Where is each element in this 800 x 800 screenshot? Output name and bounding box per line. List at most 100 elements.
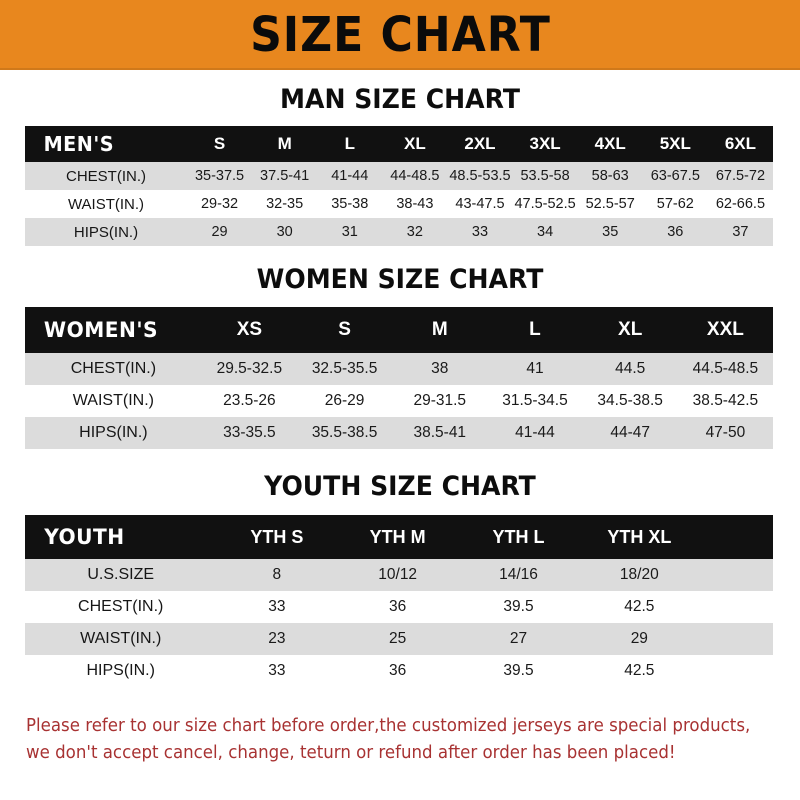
men-table-body: CHEST(IN.) 35-37.5 37.5-41 41-44 44-48.5… — [25, 162, 773, 246]
men-cell-1-5: 47.5-52.5 — [514, 196, 576, 212]
men-table-header: MEN'S S M L XL 2XL 3XL 4XL 5XL 6XL — [25, 126, 773, 162]
youth-cell-0-2: 14/16 — [499, 566, 538, 583]
youth-cell-2-3: 29 — [630, 630, 648, 647]
women-size-section: WOMEN SIZE CHART WOMEN'S XS S M L XL XXL… — [0, 264, 800, 449]
youth-col-header-1: YTH M — [369, 526, 426, 547]
youth-table-header: YOUTH YTH S YTH M YTH L YTH XL — [25, 515, 773, 559]
men-cell-1-0: 29-32 — [200, 196, 239, 212]
women-cell-0-3: 41 — [526, 360, 544, 377]
women-cell-1-0: 23.5-26 — [223, 392, 276, 409]
men-col-header-0: S — [213, 134, 226, 153]
youth-col-header-spacer — [700, 515, 773, 559]
men-cell-2-1: 30 — [276, 224, 293, 240]
men-cell-2-3: 32 — [406, 224, 423, 240]
men-cell-1-8: 62-66.5 — [715, 196, 766, 212]
men-cell-1-6: 52.5-57 — [585, 196, 635, 212]
youth-row-label-0: U.S.SIZE — [87, 566, 155, 583]
men-cell-0-2: 41-44 — [331, 168, 369, 184]
men-cell-2-0: 29 — [211, 224, 228, 240]
men-header-row: MEN'S S M L XL 2XL 3XL 4XL 5XL 6XL — [25, 126, 773, 162]
youth-cell-1-1: 36 — [389, 598, 407, 615]
women-cell-1-1: 26-29 — [324, 392, 365, 409]
women-cell-1-4: 34.5-38.5 — [597, 392, 663, 409]
men-cell-0-7: 63-67.5 — [650, 168, 700, 184]
youth-cell-2-2: 27 — [509, 630, 528, 647]
youth-col-header-2: YTH L — [492, 526, 545, 547]
table-row: U.S.SIZE 8 10/12 14/16 18/20 — [25, 559, 773, 591]
table-row: HIPS(IN.) 33 36 39.5 42.5 — [25, 655, 773, 687]
page-banner: SIZE CHART — [0, 0, 800, 70]
youth-cell-2-spacer — [700, 623, 773, 655]
men-cell-0-8: 67.5-72 — [715, 168, 766, 184]
women-cell-0-5: 44.5-48.5 — [692, 360, 759, 377]
men-cell-2-4: 33 — [471, 224, 489, 240]
youth-section-title: YOUTH SIZE CHART — [264, 471, 536, 502]
youth-cell-1-2: 39.5 — [503, 598, 534, 615]
men-col-header-2: L — [344, 134, 355, 153]
women-section-title: WOMEN SIZE CHART — [256, 264, 544, 295]
men-col-header-6: 4XL — [594, 134, 626, 153]
youth-cell-0-spacer — [700, 559, 773, 591]
table-row: CHEST(IN.) 33 36 39.5 42.5 — [25, 591, 773, 623]
women-row-label-0: CHEST(IN.) — [70, 360, 157, 377]
footer-disclaimer: Please refer to our size chart before or… — [26, 713, 751, 767]
men-col-header-4: 2XL — [464, 134, 496, 153]
youth-cell-0-3: 18/20 — [619, 566, 659, 583]
women-col-header-5: XXL — [706, 319, 744, 340]
youth-cell-3-0: 33 — [268, 662, 286, 679]
women-cell-2-0: 33-35.5 — [223, 424, 276, 441]
youth-cell-1-spacer — [700, 591, 773, 623]
men-cell-1-1: 32-35 — [266, 196, 304, 212]
youth-size-table: YOUTH YTH S YTH M YTH L YTH XL U.S.SIZE … — [25, 515, 773, 687]
youth-cell-3-1: 36 — [389, 662, 407, 679]
men-cell-2-2: 31 — [341, 224, 358, 240]
men-cell-0-5: 53.5-58 — [520, 168, 570, 184]
women-cell-2-1: 35.5-38.5 — [311, 424, 378, 441]
women-row-label-1: WAIST(IN.) — [72, 392, 154, 409]
banner-title: SIZE CHART — [249, 7, 551, 63]
footer-line-1: Please refer to our size chart before or… — [26, 716, 751, 736]
youth-cell-0-1: 10/12 — [378, 566, 418, 583]
youth-cell-1-3: 42.5 — [624, 598, 655, 615]
table-row: HIPS(IN.) 33-35.5 35.5-38.5 38.5-41 41-4… — [25, 417, 773, 449]
youth-header-row: YOUTH YTH S YTH M YTH L YTH XL — [25, 515, 773, 559]
men-col-header-5: 3XL — [529, 134, 561, 153]
youth-row-label-1: CHEST(IN.) — [78, 598, 164, 615]
women-cell-2-5: 47-50 — [705, 424, 746, 441]
youth-cell-3-2: 39.5 — [503, 662, 534, 679]
men-cell-0-0: 35-37.5 — [194, 168, 245, 184]
women-col-header-3: L — [529, 319, 541, 340]
men-cell-2-5: 34 — [537, 224, 554, 240]
men-cell-0-3: 44-48.5 — [390, 168, 440, 184]
men-cell-2-7: 36 — [667, 224, 684, 240]
women-cell-2-2: 38.5-41 — [413, 424, 467, 441]
youth-cell-3-spacer — [700, 655, 773, 687]
youth-table-body: U.S.SIZE 8 10/12 14/16 18/20 CHEST(IN.) … — [25, 559, 773, 687]
men-cell-0-6: 58-63 — [591, 168, 629, 184]
women-col-header-2: M — [431, 319, 448, 340]
women-col-header-1: S — [338, 319, 351, 340]
women-cell-1-2: 29-31.5 — [413, 392, 467, 409]
table-row: CHEST(IN.) 35-37.5 37.5-41 41-44 44-48.5… — [25, 162, 773, 190]
men-cell-1-4: 43-47.5 — [455, 196, 505, 212]
men-col-header-1: M — [277, 134, 292, 153]
footer-line-2: we don't accept cancel, change, teturn o… — [26, 743, 676, 764]
table-row: WAIST(IN.) 23.5-26 26-29 29-31.5 31.5-34… — [25, 385, 773, 417]
women-cell-1-5: 38.5-42.5 — [692, 392, 759, 409]
youth-col-header-3: YTH XL — [607, 526, 672, 547]
men-col-header-7: 5XL — [659, 134, 691, 153]
men-size-section: MAN SIZE CHART MEN'S S M L XL 2XL 3XL 4X… — [0, 84, 800, 246]
youth-size-section: YOUTH SIZE CHART YOUTH YTH S YTH M YTH L… — [0, 471, 800, 687]
women-cell-2-3: 41-44 — [515, 424, 555, 441]
men-row-label-1: WAIST(IN.) — [67, 195, 145, 213]
women-corner-label: WOMEN'S — [43, 318, 159, 342]
youth-cell-2-0: 23 — [268, 630, 286, 647]
men-cell-0-4: 48.5-53.5 — [449, 168, 511, 184]
youth-cell-3-3: 42.5 — [624, 662, 655, 679]
youth-col-header-0: YTH S — [250, 526, 304, 547]
women-size-table: WOMEN'S XS S M L XL XXL CHEST(IN.) 29.5-… — [25, 307, 773, 449]
men-cell-1-7: 57-62 — [656, 196, 694, 212]
table-row: HIPS(IN.) 29 30 31 32 33 34 35 36 37 — [25, 218, 773, 246]
youth-row-label-2: WAIST(IN.) — [80, 630, 162, 647]
women-table-header: WOMEN'S XS S M L XL XXL — [25, 307, 773, 353]
